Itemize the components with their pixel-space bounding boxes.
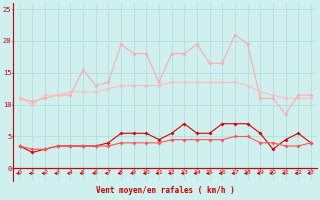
X-axis label: Vent moyen/en rafales ( km/h ): Vent moyen/en rafales ( km/h ) — [96, 186, 235, 195]
